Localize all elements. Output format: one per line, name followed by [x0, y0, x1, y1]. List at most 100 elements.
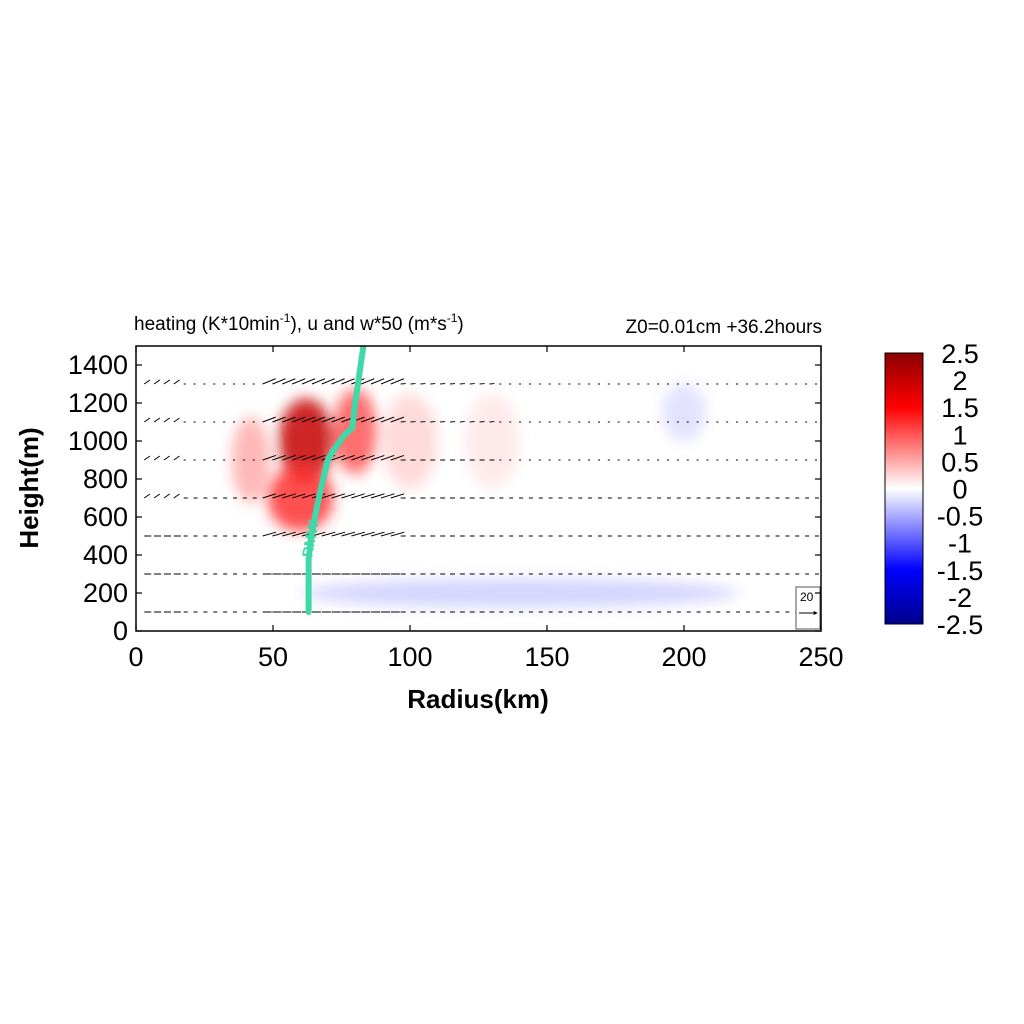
wind-vector — [390, 493, 405, 499]
plot-frame — [135, 345, 822, 632]
wind-vector — [321, 493, 336, 499]
wind-vector — [311, 454, 326, 461]
wind-vector — [380, 378, 395, 385]
y-tick-label: 200 — [83, 578, 128, 608]
wind-vector — [351, 454, 365, 461]
wind-vector — [361, 454, 375, 461]
colorbar-tick-label: 2 — [952, 366, 967, 396]
wind-vector — [361, 531, 375, 537]
colorbar-bar — [884, 352, 924, 625]
title-exp2: -1 — [447, 311, 458, 325]
wind-vector — [311, 416, 326, 423]
wind-vector — [272, 378, 286, 385]
x-axis: 0 50 100 150 200 250 — [128, 346, 844, 672]
wind-vector — [262, 454, 276, 461]
wind-vector — [173, 417, 180, 423]
wind-vector — [282, 493, 296, 499]
wind-vector — [143, 493, 151, 499]
colorbar-tick-label: -0.5 — [937, 502, 984, 532]
rmw-curve-group: RMW — [299, 346, 367, 615]
wind-vector — [341, 531, 356, 537]
wind-vector — [292, 416, 306, 423]
wind-vector — [153, 417, 161, 423]
x-axis-label: Radius(km) — [407, 684, 549, 714]
heating-blob-4 — [382, 393, 438, 489]
wind-vector — [301, 493, 316, 499]
wind-vector — [370, 416, 385, 423]
wind-vector — [380, 454, 395, 461]
heating-blob-6 — [300, 578, 739, 608]
wind-vector — [143, 417, 151, 423]
rmw-label: RMW — [299, 518, 322, 559]
wind-vector — [272, 454, 286, 461]
colorbar-tick-label: -1.5 — [937, 556, 984, 586]
wind-vector — [173, 493, 180, 499]
wind-vector — [361, 416, 375, 423]
wind-vector — [390, 454, 405, 461]
heating-blob-3 — [231, 417, 271, 503]
wind-vector — [331, 454, 346, 461]
y-axis-label: Height(m) — [14, 427, 44, 548]
wind-vectors — [143, 378, 819, 613]
wind-vector — [291, 378, 306, 385]
wind-vector — [272, 493, 286, 499]
wind-vector — [331, 493, 346, 499]
colorbar-tick-label: 2.5 — [941, 339, 979, 369]
wind-vector — [390, 531, 405, 537]
wind-vector — [301, 416, 316, 423]
y-tick-label: 600 — [83, 502, 128, 532]
x-tick-label: 150 — [524, 642, 569, 672]
wind-vector — [380, 493, 395, 499]
wind-vector — [390, 378, 404, 385]
wind-vector — [143, 379, 151, 385]
colorbar-tick-label: 0.5 — [941, 447, 979, 477]
wind-vector — [163, 493, 170, 499]
wind-vector — [321, 378, 335, 385]
wind-vector — [301, 378, 316, 385]
heating-blob-2 — [333, 388, 378, 475]
x-tick-label: 100 — [387, 642, 432, 672]
title-tail: ) — [457, 314, 463, 335]
wind-vector — [370, 454, 385, 461]
chart-title: heating (K*10min-1), u and w*50 (m*s-1) — [134, 311, 464, 335]
y-tick-label: 800 — [83, 464, 128, 494]
wind-vector — [370, 378, 385, 385]
colorbar-tick-label: -1 — [948, 529, 972, 559]
wind-vector — [370, 531, 385, 537]
wind-vector — [163, 379, 170, 385]
wind-vector — [380, 531, 395, 537]
rmw-curve — [305, 346, 367, 615]
wind-vector — [163, 417, 170, 423]
title-lead: heating (K*10min — [134, 314, 280, 335]
wind-vector — [153, 493, 161, 499]
wind-vector — [321, 416, 336, 423]
colorbar-tick-label: -2.5 — [937, 610, 984, 640]
wind-vector — [292, 454, 306, 461]
colorbar-tick-label: -2 — [948, 583, 972, 613]
wind-vector — [173, 379, 180, 385]
title-exp1: -1 — [280, 311, 291, 325]
wind-vector — [153, 455, 161, 461]
y-tick-label: 1000 — [68, 426, 128, 456]
wind-vector — [390, 416, 405, 423]
colorbar-tick-label: 1 — [952, 420, 967, 450]
wind-vector — [173, 455, 180, 461]
heating-blob-5 — [464, 393, 520, 489]
wind-vector — [351, 493, 365, 499]
colorbar: 2.521.510.50-0.5-1-1.5-2-2.5 — [884, 339, 984, 640]
reference-vector-label: 20 — [800, 590, 814, 604]
wind-vector — [163, 455, 170, 461]
reference-vector-box: 20 — [795, 586, 821, 630]
wind-vector — [341, 493, 356, 499]
wind-vector — [262, 378, 276, 385]
wind-vector — [351, 531, 365, 537]
wind-vector — [361, 493, 375, 499]
y-axis: 0 200 400 600 800 1000 1200 1400 — [68, 350, 821, 646]
wind-vector — [380, 416, 395, 423]
wind-vector — [282, 454, 296, 461]
wind-vector — [341, 454, 355, 461]
colorbar-ticks: 2.521.510.50-0.5-1-1.5-2-2.5 — [937, 339, 984, 640]
y-tick-label: 1200 — [68, 388, 128, 418]
wind-vector — [282, 531, 296, 537]
